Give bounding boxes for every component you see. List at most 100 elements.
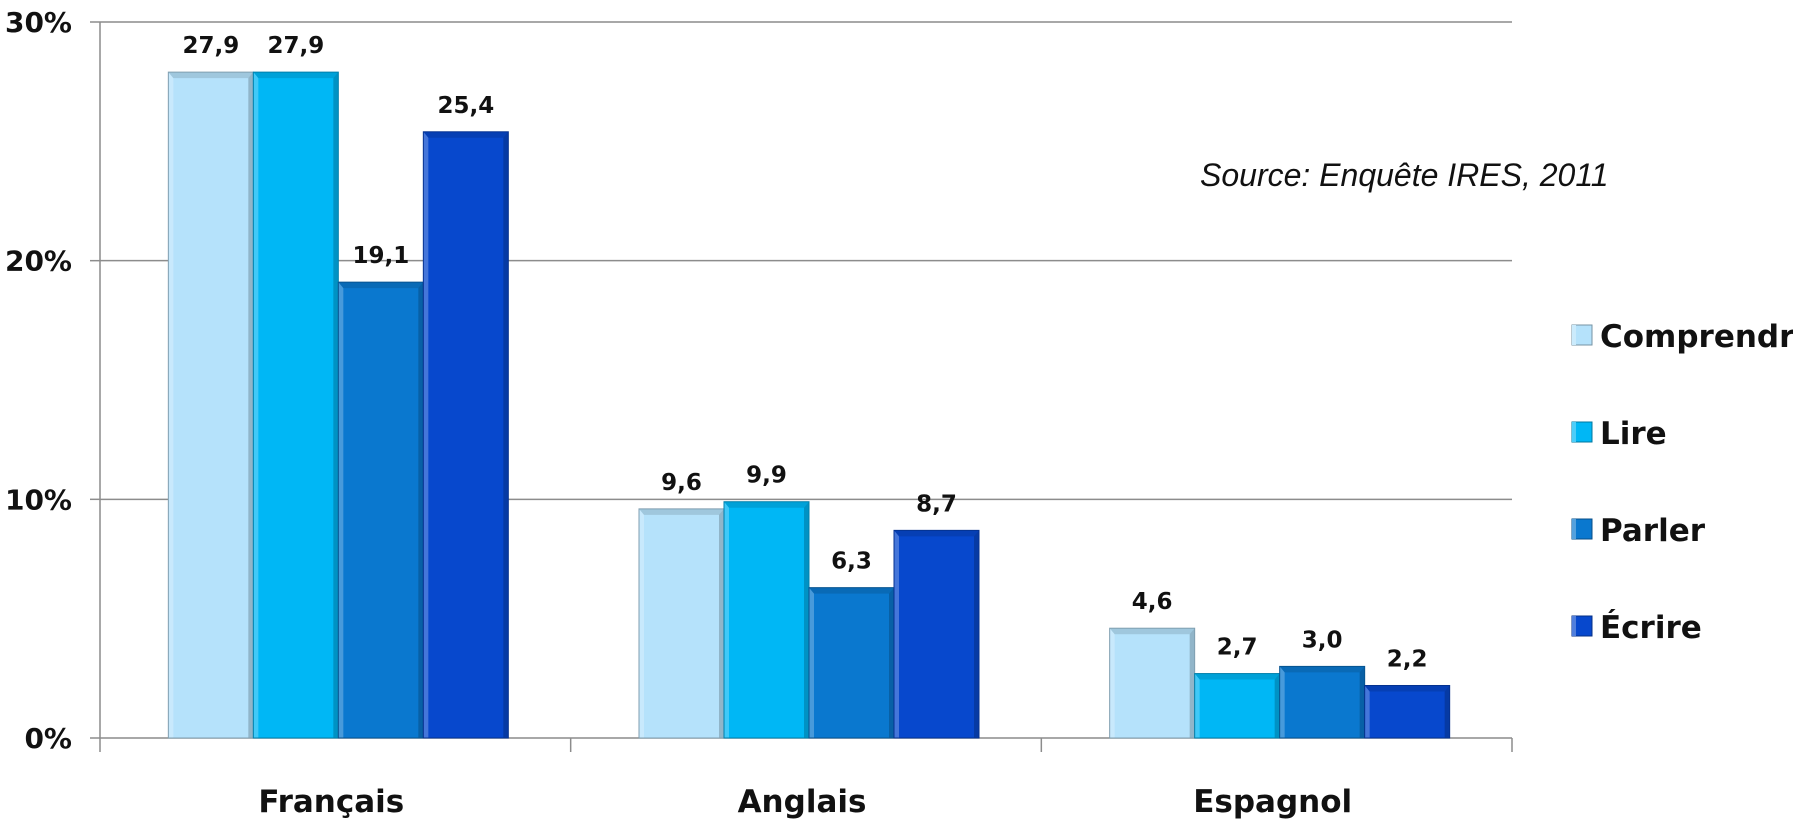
- legend-label: Lire: [1600, 416, 1667, 452]
- bar-bevel-top: [724, 501, 809, 508]
- bar-bevel-left: [894, 530, 899, 738]
- bar-bevel-right: [1189, 628, 1195, 738]
- bar-bevel-left: [338, 282, 344, 738]
- bar-outline: [1364, 684, 1451, 739]
- bar-body: [1194, 673, 1280, 738]
- legend-swatch-bevel: [1572, 325, 1576, 345]
- bar: [167, 71, 254, 739]
- bar-outline: [893, 529, 980, 739]
- legend-label: Écrire: [1600, 610, 1702, 646]
- bar-bevel-right: [333, 72, 339, 739]
- bar-bevel-left: [809, 587, 814, 738]
- bar-bevel-top: [1109, 628, 1195, 635]
- bar-bevel-top: [423, 131, 509, 138]
- legend-item: Parler: [1571, 513, 1706, 549]
- bar: [808, 587, 895, 739]
- bars: [167, 71, 1451, 739]
- bar-body: [724, 501, 809, 738]
- data-label: 27,9: [267, 33, 324, 59]
- bar-bevel-right: [719, 508, 724, 738]
- bar-outline: [422, 131, 509, 739]
- data-label: 9,9: [746, 463, 787, 489]
- legend-swatch-bevel: [1572, 519, 1576, 539]
- data-label: 3,0: [1302, 627, 1343, 653]
- data-label: 9,6: [661, 470, 702, 496]
- bar-bevel-left: [1279, 666, 1285, 738]
- bar: [638, 508, 725, 739]
- bar-body: [1279, 666, 1365, 738]
- legend-label: Comprendre: [1600, 319, 1793, 355]
- bar-bevel-top: [1279, 666, 1365, 673]
- bar-bevel-top: [1194, 673, 1280, 680]
- data-label: 8,7: [916, 491, 957, 517]
- bar-bevel-left: [639, 508, 644, 738]
- legend-label: Parler: [1600, 513, 1706, 549]
- bar-body: [1109, 628, 1195, 738]
- bar-body: [639, 508, 724, 738]
- legend: Comprendre Lire Parler Écrire: [1571, 319, 1793, 646]
- bar-bevel-top: [809, 587, 894, 594]
- bar-body: [168, 72, 254, 739]
- bar: [422, 131, 509, 739]
- data-labels: 27,9 27,9 19,1 25,4 9,6 9,9 6,3 8,7 4,6 2,7 3,0 2,2: [182, 33, 1427, 672]
- legend-item: Lire: [1571, 416, 1667, 452]
- bar-body: [809, 587, 894, 738]
- data-label: 2,2: [1387, 646, 1428, 672]
- bar-bevel-top: [1364, 685, 1450, 692]
- legend-swatch-bevel: [1572, 422, 1576, 442]
- data-label: 4,6: [1132, 589, 1173, 615]
- bar-bevel-top: [253, 72, 339, 79]
- bar-bevel-left: [1109, 628, 1115, 738]
- bar-bevel-top: [639, 508, 724, 515]
- data-label: 2,7: [1217, 635, 1258, 661]
- bar-body: [253, 72, 339, 739]
- bar-bevel-right: [503, 131, 509, 738]
- data-label: 6,3: [831, 549, 872, 575]
- y-tick-label: 10%: [5, 483, 72, 516]
- bar: [1279, 665, 1366, 739]
- bar-bevel-right: [804, 501, 809, 738]
- bar: [723, 501, 810, 739]
- bar-bevel-left: [253, 72, 259, 739]
- y-tick-label: 20%: [5, 245, 72, 278]
- x-category-label: Français: [258, 784, 404, 820]
- bar-bevel-left: [1364, 685, 1370, 738]
- x-category-label: Espagnol: [1193, 784, 1352, 820]
- bar-bevel-right: [1444, 685, 1450, 738]
- bar-bevel-left: [423, 131, 429, 738]
- bar-bevel-right: [889, 587, 894, 738]
- source-annotation: Source: Enquête IRES, 2011: [1200, 157, 1609, 193]
- bar-bevel-top: [338, 282, 424, 289]
- bar: [1194, 673, 1281, 739]
- data-label: 25,4: [437, 93, 494, 119]
- bar-bevel-top: [168, 72, 254, 79]
- bar: [337, 281, 424, 739]
- legend-item: Comprendre: [1571, 319, 1793, 355]
- bar: [1109, 627, 1196, 739]
- bar: [252, 71, 339, 739]
- data-label: 19,1: [352, 243, 409, 269]
- legend-item: Écrire: [1571, 610, 1702, 646]
- bar-body: [423, 131, 509, 738]
- bar-bevel-right: [1274, 673, 1280, 738]
- axes: 0% 10% 20% 30% Français Anglais Espagnol: [5, 6, 1513, 820]
- legend-swatch-bevel: [1572, 616, 1576, 636]
- x-category-label: Anglais: [738, 784, 867, 820]
- bar-bevel-top: [894, 530, 979, 537]
- bar: [893, 529, 980, 739]
- bar-bevel-left: [724, 501, 729, 738]
- bar-bevel-right: [418, 282, 424, 738]
- y-tick-label: 30%: [5, 6, 72, 39]
- bar-body: [1364, 685, 1450, 738]
- y-tick-label: 0%: [24, 722, 72, 755]
- bar-bevel-left: [1194, 673, 1200, 738]
- data-label: 27,9: [182, 33, 239, 59]
- bar-body: [338, 282, 424, 738]
- bar-bevel-right: [1359, 666, 1365, 738]
- bar-bevel-left: [168, 72, 174, 739]
- bar-bevel-right: [248, 72, 254, 739]
- bar: [1364, 684, 1451, 739]
- bar-bevel-right: [974, 530, 979, 738]
- bar-body: [894, 530, 979, 738]
